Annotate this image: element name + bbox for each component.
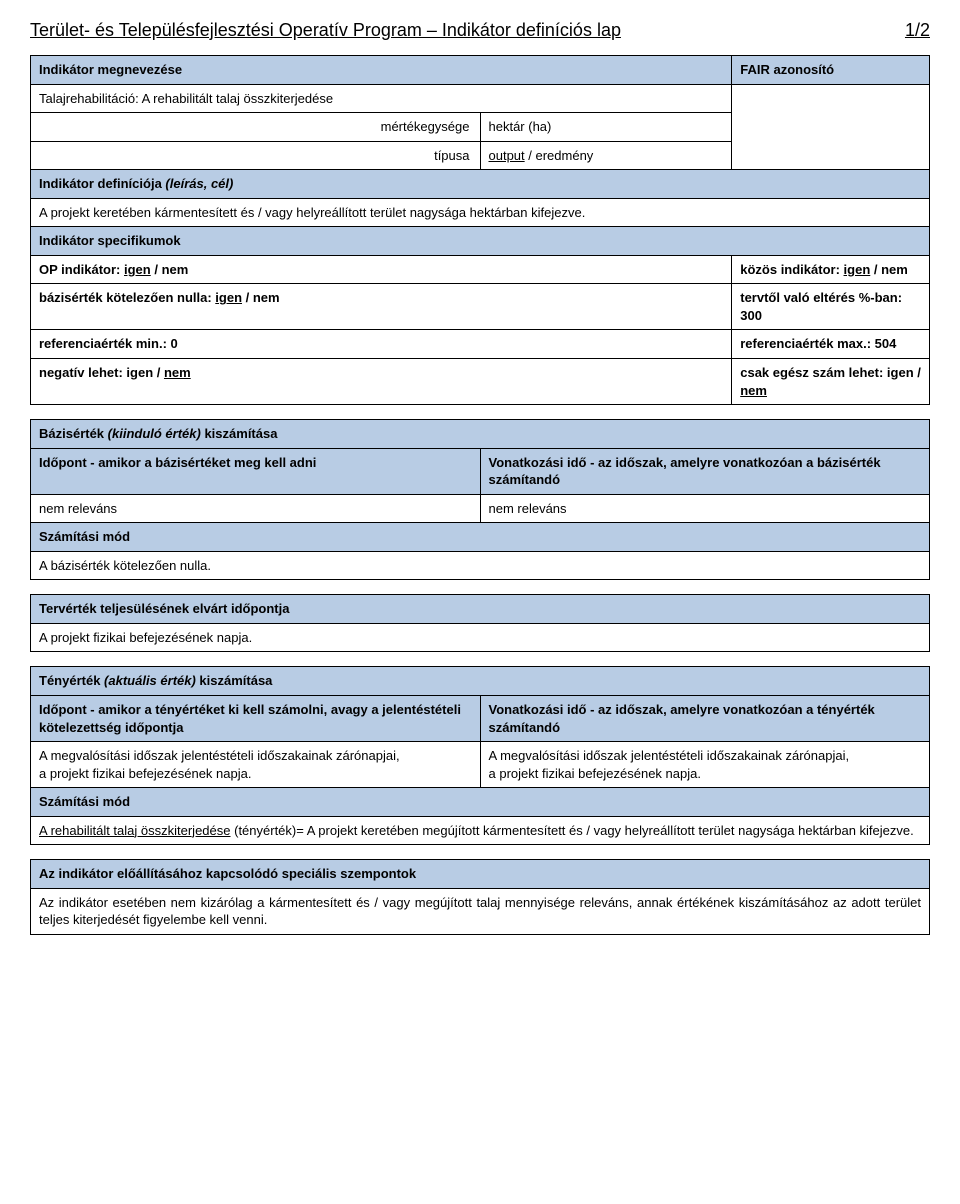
ref-min: referenciaérték min.: 0 [31, 330, 732, 359]
label-fair-id: FAIR azonosító [732, 56, 930, 85]
label-type: típusa [31, 141, 481, 170]
indicator-main-table: Indikátor megnevezése FAIR azonosító Tal… [30, 55, 930, 405]
unit-value: hektár (ha) [480, 113, 732, 142]
actual-value-table: Tényérték (aktuális érték) kiszámítása I… [30, 666, 930, 845]
base-time-value: nem releváns [31, 494, 481, 523]
label-definition: Indikátor definíciója (leírás, cél) [31, 170, 930, 199]
indicator-name-value: Talajrehabilitáció: A rehabilitált talaj… [31, 84, 732, 113]
label-actual-calc: Tényérték (aktuális érték) kiszámítása [31, 667, 930, 696]
actual-refperiod-value: A megvalósítási időszak jelentéstételi i… [480, 742, 930, 788]
label-target-date: Tervérték teljesülésének elvárt időpontj… [31, 595, 930, 624]
special-aspects-table: Az indikátor előállításához kapcsolódó s… [30, 859, 930, 935]
target-date-table: Tervérték teljesülésének elvárt időpontj… [30, 594, 930, 652]
label-base-time: Időpont - amikor a bázisértéket meg kell… [31, 448, 481, 494]
label-actual-refperiod: Vonatkozási idő - az időszak, amelyre vo… [480, 696, 930, 742]
special-aspects-value: Az indikátor esetében nem kizárólag a ká… [31, 888, 930, 934]
label-specifics: Indikátor specifikumok [31, 227, 930, 256]
actual-time-value: A megvalósítási időszak jelentéstételi i… [31, 742, 481, 788]
actual-method-value: A rehabilitált talaj összkiterjedése (té… [31, 816, 930, 845]
op-indicator: OP indikátor: igen / nem [31, 255, 732, 284]
label-actual-time: Időpont - amikor a tényértéket ki kell s… [31, 696, 481, 742]
definition-value: A projekt keretében kármentesített és / … [31, 198, 930, 227]
integer-only: csak egész szám lehet: igen / nem [732, 359, 930, 405]
base-refperiod-value: nem releváns [480, 494, 930, 523]
negative-allowed: negatív lehet: igen / nem [31, 359, 732, 405]
label-base-method: Számítási mód [31, 523, 930, 552]
base-method-value: A bázisérték kötelezően nulla. [31, 551, 930, 580]
base-value-table: Bázisérték (kiinduló érték) kiszámítása … [30, 419, 930, 580]
label-base-calc: Bázisérték (kiinduló érték) kiszámítása [31, 420, 930, 449]
fair-id-value [732, 84, 930, 170]
label-base-refperiod: Vonatkozási idő - az időszak, amelyre vo… [480, 448, 930, 494]
page-header: Terület- és Településfejlesztési Operatí… [30, 20, 930, 41]
page-number: 1/2 [905, 20, 930, 41]
target-date-value: A projekt fizikai befejezésének napja. [31, 623, 930, 652]
label-indicator-name: Indikátor megnevezése [31, 56, 732, 85]
base-mandatory-zero: bázisérték kötelezően nulla: igen / nem [31, 284, 732, 330]
page-title: Terület- és Településfejlesztési Operatí… [30, 20, 621, 41]
ref-max: referenciaérték max.: 504 [732, 330, 930, 359]
label-special-aspects: Az indikátor előállításához kapcsolódó s… [31, 860, 930, 889]
type-value: output / eredmény [480, 141, 732, 170]
label-unit: mértékegysége [31, 113, 481, 142]
common-indicator: közös indikátor: igen / nem [732, 255, 930, 284]
label-actual-method: Számítási mód [31, 788, 930, 817]
deviation-percent: tervtől való eltérés %-ban: 300 [732, 284, 930, 330]
